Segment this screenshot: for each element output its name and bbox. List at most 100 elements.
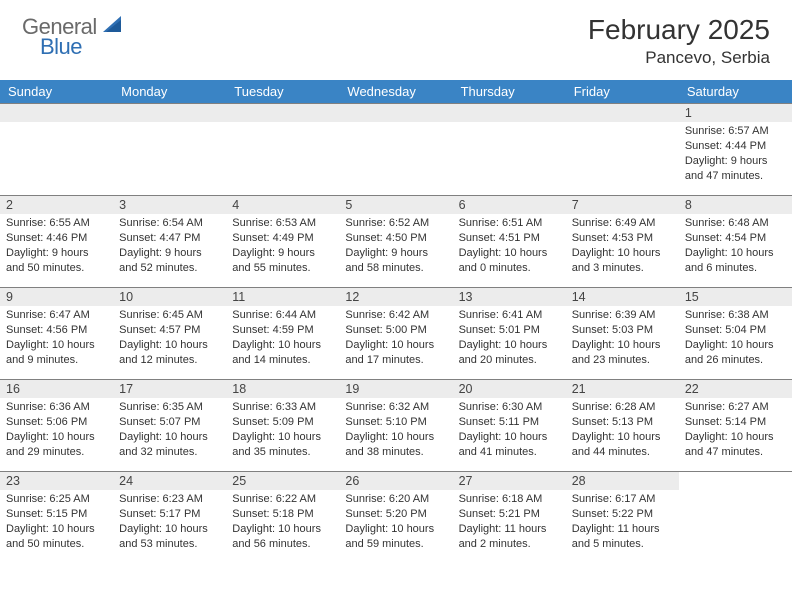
day-content: Sunrise: 6:36 AMSunset: 5:06 PMDaylight:… bbox=[0, 398, 113, 463]
day-number: 16 bbox=[0, 380, 113, 398]
calendar-day-cell: 9Sunrise: 6:47 AMSunset: 4:56 PMDaylight… bbox=[0, 288, 113, 380]
day-header: Thursday bbox=[453, 80, 566, 104]
calendar-day-cell bbox=[226, 104, 339, 196]
daylight-text: Daylight: 10 hours and 26 minutes. bbox=[685, 338, 786, 368]
sunrise-text: Sunrise: 6:54 AM bbox=[119, 216, 220, 231]
location-label: Pancevo, Serbia bbox=[588, 48, 770, 68]
daylight-text: Daylight: 10 hours and 3 minutes. bbox=[572, 246, 673, 276]
day-number: 7 bbox=[566, 196, 679, 214]
calendar-day-cell bbox=[679, 472, 792, 564]
day-content: Sunrise: 6:52 AMSunset: 4:50 PMDaylight:… bbox=[339, 214, 452, 279]
day-header: Monday bbox=[113, 80, 226, 104]
sunrise-text: Sunrise: 6:36 AM bbox=[6, 400, 107, 415]
day-content: Sunrise: 6:45 AMSunset: 4:57 PMDaylight:… bbox=[113, 306, 226, 371]
sunrise-text: Sunrise: 6:39 AM bbox=[572, 308, 673, 323]
calendar-day-cell: 23Sunrise: 6:25 AMSunset: 5:15 PMDayligh… bbox=[0, 472, 113, 564]
sunrise-text: Sunrise: 6:28 AM bbox=[572, 400, 673, 415]
day-content: Sunrise: 6:22 AMSunset: 5:18 PMDaylight:… bbox=[226, 490, 339, 555]
day-header: Saturday bbox=[679, 80, 792, 104]
calendar-day-cell: 6Sunrise: 6:51 AMSunset: 4:51 PMDaylight… bbox=[453, 196, 566, 288]
sunset-text: Sunset: 5:22 PM bbox=[572, 507, 673, 522]
daylight-text: Daylight: 9 hours and 58 minutes. bbox=[345, 246, 446, 276]
sunset-text: Sunset: 5:13 PM bbox=[572, 415, 673, 430]
sunrise-text: Sunrise: 6:55 AM bbox=[6, 216, 107, 231]
sunset-text: Sunset: 5:21 PM bbox=[459, 507, 560, 522]
day-number: 4 bbox=[226, 196, 339, 214]
calendar-day-cell: 12Sunrise: 6:42 AMSunset: 5:00 PMDayligh… bbox=[339, 288, 452, 380]
sunrise-text: Sunrise: 6:41 AM bbox=[459, 308, 560, 323]
sunset-text: Sunset: 4:59 PM bbox=[232, 323, 333, 338]
daylight-text: Daylight: 10 hours and 44 minutes. bbox=[572, 430, 673, 460]
day-number: 22 bbox=[679, 380, 792, 398]
sunrise-text: Sunrise: 6:25 AM bbox=[6, 492, 107, 507]
day-number: 5 bbox=[339, 196, 452, 214]
sunset-text: Sunset: 5:18 PM bbox=[232, 507, 333, 522]
day-number: 1 bbox=[679, 104, 792, 122]
day-content: Sunrise: 6:25 AMSunset: 5:15 PMDaylight:… bbox=[0, 490, 113, 555]
daylight-text: Daylight: 10 hours and 35 minutes. bbox=[232, 430, 333, 460]
empty-day-band bbox=[453, 104, 566, 122]
day-number: 17 bbox=[113, 380, 226, 398]
day-content: Sunrise: 6:33 AMSunset: 5:09 PMDaylight:… bbox=[226, 398, 339, 463]
sunset-text: Sunset: 5:09 PM bbox=[232, 415, 333, 430]
day-content: Sunrise: 6:57 AMSunset: 4:44 PMDaylight:… bbox=[679, 122, 792, 187]
daylight-text: Daylight: 10 hours and 17 minutes. bbox=[345, 338, 446, 368]
day-content: Sunrise: 6:30 AMSunset: 5:11 PMDaylight:… bbox=[453, 398, 566, 463]
day-header: Tuesday bbox=[226, 80, 339, 104]
empty-day-band bbox=[226, 104, 339, 122]
calendar-day-cell: 15Sunrise: 6:38 AMSunset: 5:04 PMDayligh… bbox=[679, 288, 792, 380]
day-number: 11 bbox=[226, 288, 339, 306]
daylight-text: Daylight: 10 hours and 41 minutes. bbox=[459, 430, 560, 460]
day-number: 18 bbox=[226, 380, 339, 398]
sunrise-text: Sunrise: 6:45 AM bbox=[119, 308, 220, 323]
day-number: 25 bbox=[226, 472, 339, 490]
calendar-day-cell: 11Sunrise: 6:44 AMSunset: 4:59 PMDayligh… bbox=[226, 288, 339, 380]
calendar-day-cell: 5Sunrise: 6:52 AMSunset: 4:50 PMDaylight… bbox=[339, 196, 452, 288]
sunset-text: Sunset: 5:17 PM bbox=[119, 507, 220, 522]
sunrise-text: Sunrise: 6:30 AM bbox=[459, 400, 560, 415]
brand-word2: Blue bbox=[40, 34, 82, 60]
calendar-day-cell bbox=[113, 104, 226, 196]
calendar-day-cell bbox=[339, 104, 452, 196]
day-number: 12 bbox=[339, 288, 452, 306]
daylight-text: Daylight: 10 hours and 20 minutes. bbox=[459, 338, 560, 368]
day-number: 8 bbox=[679, 196, 792, 214]
sunrise-text: Sunrise: 6:35 AM bbox=[119, 400, 220, 415]
calendar-week-row: 1Sunrise: 6:57 AMSunset: 4:44 PMDaylight… bbox=[0, 104, 792, 196]
day-number: 19 bbox=[339, 380, 452, 398]
calendar-day-cell: 8Sunrise: 6:48 AMSunset: 4:54 PMDaylight… bbox=[679, 196, 792, 288]
sunset-text: Sunset: 4:56 PM bbox=[6, 323, 107, 338]
day-number: 6 bbox=[453, 196, 566, 214]
day-number: 10 bbox=[113, 288, 226, 306]
daylight-text: Daylight: 10 hours and 50 minutes. bbox=[6, 522, 107, 552]
calendar-day-cell: 22Sunrise: 6:27 AMSunset: 5:14 PMDayligh… bbox=[679, 380, 792, 472]
sunset-text: Sunset: 5:14 PM bbox=[685, 415, 786, 430]
sunset-text: Sunset: 4:44 PM bbox=[685, 139, 786, 154]
calendar-day-cell: 28Sunrise: 6:17 AMSunset: 5:22 PMDayligh… bbox=[566, 472, 679, 564]
day-number: 3 bbox=[113, 196, 226, 214]
calendar-day-cell: 16Sunrise: 6:36 AMSunset: 5:06 PMDayligh… bbox=[0, 380, 113, 472]
daylight-text: Daylight: 10 hours and 56 minutes. bbox=[232, 522, 333, 552]
empty-day-band bbox=[339, 104, 452, 122]
daylight-text: Daylight: 10 hours and 9 minutes. bbox=[6, 338, 107, 368]
day-content: Sunrise: 6:17 AMSunset: 5:22 PMDaylight:… bbox=[566, 490, 679, 555]
calendar-week-row: 23Sunrise: 6:25 AMSunset: 5:15 PMDayligh… bbox=[0, 472, 792, 564]
sunrise-text: Sunrise: 6:22 AM bbox=[232, 492, 333, 507]
day-number: 28 bbox=[566, 472, 679, 490]
daylight-text: Daylight: 10 hours and 0 minutes. bbox=[459, 246, 560, 276]
daylight-text: Daylight: 10 hours and 59 minutes. bbox=[345, 522, 446, 552]
daylight-text: Daylight: 10 hours and 32 minutes. bbox=[119, 430, 220, 460]
sunset-text: Sunset: 5:20 PM bbox=[345, 507, 446, 522]
day-number: 21 bbox=[566, 380, 679, 398]
sunrise-text: Sunrise: 6:17 AM bbox=[572, 492, 673, 507]
daylight-text: Daylight: 11 hours and 2 minutes. bbox=[459, 522, 560, 552]
day-number: 13 bbox=[453, 288, 566, 306]
sunrise-text: Sunrise: 6:48 AM bbox=[685, 216, 786, 231]
day-number: 20 bbox=[453, 380, 566, 398]
sunset-text: Sunset: 4:54 PM bbox=[685, 231, 786, 246]
sunset-text: Sunset: 5:03 PM bbox=[572, 323, 673, 338]
calendar-day-cell: 7Sunrise: 6:49 AMSunset: 4:53 PMDaylight… bbox=[566, 196, 679, 288]
empty-day-band bbox=[0, 104, 113, 122]
day-content: Sunrise: 6:48 AMSunset: 4:54 PMDaylight:… bbox=[679, 214, 792, 279]
calendar-day-cell: 18Sunrise: 6:33 AMSunset: 5:09 PMDayligh… bbox=[226, 380, 339, 472]
